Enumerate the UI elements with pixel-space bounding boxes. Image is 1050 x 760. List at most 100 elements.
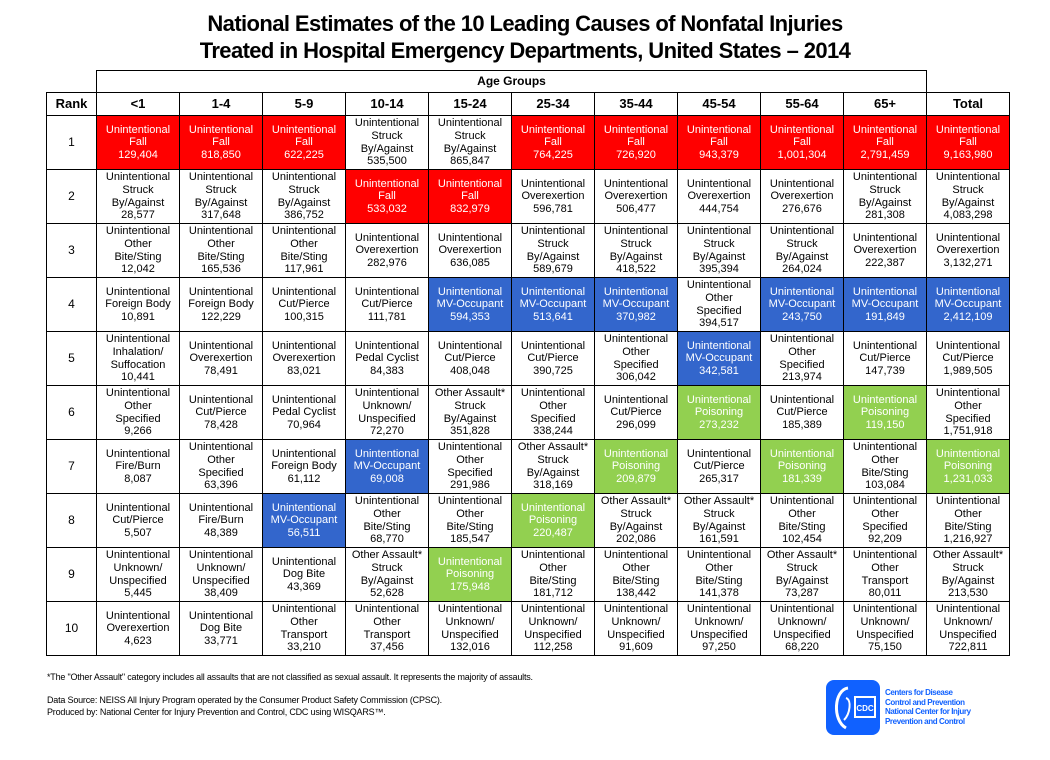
cause-label: Unintentional <box>437 339 503 352</box>
injury-count: 138,442 <box>616 587 656 600</box>
injury-count: 91,609 <box>619 641 653 654</box>
cause-cell-inhal: Unintentional Inhalation/Suffocation 10,44… <box>96 331 180 386</box>
cause-label: Struck <box>786 237 818 250</box>
cause-cell-struck: Unintentional Struck By/Against 317,648 <box>179 169 263 224</box>
injury-count: 370,982 <box>616 310 656 323</box>
injury-count: 213,530 <box>948 587 988 600</box>
table-row: 7 Unintentional Fire/Burn 8,087 Unintentiona… <box>46 439 1010 494</box>
cause-cell-fb: Unintentional Foreign Body 10,891 <box>96 277 180 332</box>
cause-label: Unintentional <box>437 231 503 244</box>
cause-label: Unintentional <box>686 393 752 406</box>
cause-label: Struck <box>703 507 735 520</box>
cause-cell-unk: Unintentional Unknown/Unspecified 91,609 <box>594 601 678 656</box>
cause-label: Bite/Sting <box>778 520 826 533</box>
cause-cell-fall: Unintentional Fall 832,979 <box>428 169 512 224</box>
injury-count: 63,396 <box>204 479 238 492</box>
cause-label: Fall <box>544 136 562 149</box>
cause-label: Overexertion <box>770 190 834 203</box>
cause-label: MV-Occupant <box>519 298 587 311</box>
injury-count: 33,771 <box>204 634 238 647</box>
cause-label: Other <box>871 507 899 520</box>
cause-label: Other <box>539 561 567 574</box>
cause-label: Unintentional <box>935 447 1001 460</box>
cause-cell-cut: Unintentional Cut/Pierce 78,428 <box>179 385 263 440</box>
cause-label: Struck <box>869 183 901 196</box>
cause-label: Struck <box>371 561 403 574</box>
cause-label: Struck <box>205 183 237 196</box>
cause-label: Unknown/ <box>196 561 246 574</box>
cause-label: Unspecified <box>192 574 250 587</box>
injury-count: 306,042 <box>616 371 656 384</box>
chart-title: National Estimates of the 10 Leading Cau… <box>0 10 1050 64</box>
cause-label: Cut/Pierce <box>527 352 579 365</box>
cause-label: Cut/Pierce <box>278 298 330 311</box>
cause-label: Specified <box>530 412 576 425</box>
injury-count: 209,879 <box>616 472 656 485</box>
cause-label: Unintentional <box>686 603 752 616</box>
cause-label: Unintentional <box>769 495 835 508</box>
cause-label: Unintentional <box>852 171 918 184</box>
injury-count: 2,791,459 <box>860 148 910 161</box>
cause-cell-assault: Other Assault* Struck By/Against 161,591 <box>677 493 761 548</box>
cause-label: Specified <box>862 520 908 533</box>
cause-label: Other <box>207 237 235 250</box>
injury-count: 273,232 <box>699 418 739 431</box>
cause-label: By/Against <box>692 520 746 533</box>
injury-count: 56,511 <box>287 526 321 539</box>
cause-label: Unintentional <box>271 555 337 568</box>
injury-count: 8,087 <box>124 472 152 485</box>
injury-count: 318,169 <box>533 479 573 492</box>
assault-footnote: *The "Other Assault" category includes a… <box>47 672 533 682</box>
cause-cell-pedal: Unintentional Pedal Cyclist 70,964 <box>262 385 346 440</box>
injury-count: 83,021 <box>287 364 321 377</box>
age-groups-header: Age Groups <box>96 70 927 93</box>
cause-label: Bite/Sting <box>695 574 743 587</box>
injury-count: 296,099 <box>616 418 656 431</box>
column-header-Total: Total <box>926 92 1010 116</box>
cause-label: Unintentional <box>935 387 1001 400</box>
cause-label: Unintentional <box>354 387 420 400</box>
cause-cell-pois: Unintentional Poisoning 181,339 <box>760 439 844 494</box>
cause-label: Struck <box>952 561 984 574</box>
cause-cell-bite: Unintentional Other Bite/Sting 185,547 <box>428 493 512 548</box>
injury-count: 832,979 <box>450 202 490 215</box>
injury-count: 222,387 <box>865 256 905 269</box>
cause-label: Unintentional <box>188 285 254 298</box>
cause-label: Unintentional <box>686 123 752 136</box>
cause-label: MV-Occupant <box>270 514 338 527</box>
column-header-10-14: 10-14 <box>345 92 429 116</box>
cause-label: Unintentional <box>188 123 254 136</box>
column-header-65-: 65+ <box>843 92 927 116</box>
cause-label: By/Against <box>775 250 829 263</box>
injury-count: 282,976 <box>367 256 407 269</box>
data-source: Data Source: NEISS All Injury Program op… <box>47 695 442 705</box>
cause-label: Unintentional <box>520 123 586 136</box>
cause-label: Fall <box>378 190 396 203</box>
cause-cell-cut: Unintentional Cut/Pierce 111,781 <box>345 277 429 332</box>
cause-label: Unintentional <box>188 549 254 562</box>
cause-label: Unintentional <box>603 123 669 136</box>
table-row: 2 Unintentional Struck By/Against 28,577 Unin… <box>46 169 1010 224</box>
cause-label: Unknown/ <box>528 615 578 628</box>
cause-cell-other: Unintentional Other Specified 213,974 <box>760 331 844 386</box>
injury-count: 5,507 <box>124 526 152 539</box>
cause-label: Poisoning <box>694 406 744 419</box>
cause-cell-assault: Other Assault* Struck By/Against 202,086 <box>594 493 678 548</box>
cause-label: Other Assault* <box>932 549 1004 562</box>
cause-label: Fall <box>876 136 894 149</box>
cause-label: Other <box>290 237 318 250</box>
cause-label: Poisoning <box>445 568 495 581</box>
cause-label: Pedal Cyclist <box>272 406 336 419</box>
cause-label: Unintentional <box>852 603 918 616</box>
cause-label: Unintentional <box>769 285 835 298</box>
cause-cell-bite: Unintentional Other Bite/Sting 165,536 <box>179 223 263 278</box>
cause-label: By/Against <box>609 520 663 533</box>
cause-cell-unk: Unintentional Unknown/Unspecified 132,016 <box>428 601 512 656</box>
cause-cell-dog: Unintentional Dog Bite 33,771 <box>179 601 263 656</box>
injury-count: 213,974 <box>782 371 822 384</box>
injury-count: 129,404 <box>118 148 158 161</box>
injury-count: 722,811 <box>948 641 988 654</box>
cause-cell-unk: Unintentional Unknown/Unspecified 112,258 <box>511 601 595 656</box>
rank-header: Rank <box>46 92 97 116</box>
cause-cell-unk: Unintentional Unknown/Unspecified 38,409 <box>179 547 263 602</box>
